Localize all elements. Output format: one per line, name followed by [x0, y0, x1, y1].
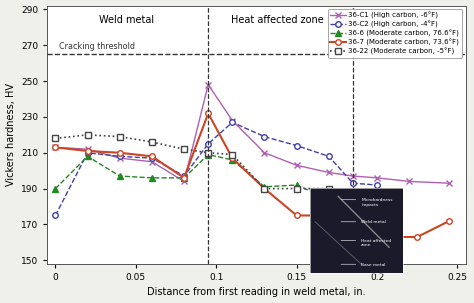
36-C1 (High carbon, -6°F): [229, 119, 235, 122]
Text: Base metal: Base metal: [361, 262, 386, 267]
36-C1 (High carbon, -6°F): [406, 180, 412, 183]
36-6 (Moderate carbon, 76.6°F): [326, 198, 332, 201]
36-C1 (High carbon, -6°F): [374, 176, 380, 180]
36-7 (Moderate carbon, 73.6°F): [229, 156, 235, 160]
36-C2 (High carbon, -4°F): [294, 144, 300, 147]
Y-axis label: Vickers hardness, HV: Vickers hardness, HV: [6, 83, 16, 186]
36-C2 (High carbon, -4°F): [149, 156, 155, 160]
36-7 (Moderate carbon, 73.6°F): [205, 112, 211, 115]
Text: Weld metal: Weld metal: [99, 15, 154, 25]
36-6 (Moderate carbon, 76.6°F): [262, 185, 267, 189]
36-C1 (High carbon, -6°F): [117, 156, 123, 160]
Text: Heat affected
zone: Heat affected zone: [361, 239, 392, 247]
36-C2 (High carbon, -4°F): [85, 151, 91, 155]
36-C1 (High carbon, -6°F): [181, 180, 187, 183]
36-7 (Moderate carbon, 73.6°F): [53, 145, 58, 149]
36-C2 (High carbon, -4°F): [350, 181, 356, 185]
X-axis label: Distance from first reading in weld metal, in.: Distance from first reading in weld meta…: [147, 288, 366, 298]
36-C2 (High carbon, -4°F): [229, 121, 235, 124]
36-C2 (High carbon, -4°F): [262, 135, 267, 138]
36-7 (Moderate carbon, 73.6°F): [326, 214, 332, 217]
36-C1 (High carbon, -6°F): [294, 164, 300, 167]
36-22 (Moderate carbon, -5°F): [294, 187, 300, 190]
36-7 (Moderate carbon, 73.6°F): [262, 187, 267, 190]
36-22 (Moderate carbon, -5°F): [53, 137, 58, 140]
36-22 (Moderate carbon, -5°F): [85, 133, 91, 137]
36-22 (Moderate carbon, -5°F): [181, 147, 187, 151]
Text: Weld metal: Weld metal: [361, 220, 386, 224]
36-6 (Moderate carbon, 76.6°F): [229, 158, 235, 162]
36-C2 (High carbon, -4°F): [374, 183, 380, 187]
Line: 36-6 (Moderate carbon, 76.6°F): 36-6 (Moderate carbon, 76.6°F): [53, 152, 356, 204]
36-C2 (High carbon, -4°F): [117, 155, 123, 158]
Line: 36-7 (Moderate carbon, 73.6°F): 36-7 (Moderate carbon, 73.6°F): [53, 111, 452, 240]
36-22 (Moderate carbon, -5°F): [205, 151, 211, 155]
36-6 (Moderate carbon, 76.6°F): [294, 183, 300, 187]
36-C1 (High carbon, -6°F): [326, 171, 332, 174]
36-C2 (High carbon, -4°F): [326, 155, 332, 158]
Line: 36-C2 (High carbon, -4°F): 36-C2 (High carbon, -4°F): [53, 119, 380, 218]
36-6 (Moderate carbon, 76.6°F): [117, 174, 123, 178]
36-C1 (High carbon, -6°F): [262, 151, 267, 155]
Legend: 36-C1 (High carbon, -6°F), 36-C2 (High carbon, -4°F), 36-6 (Moderate carbon, 76.: 36-C1 (High carbon, -6°F), 36-C2 (High c…: [328, 9, 462, 58]
36-6 (Moderate carbon, 76.6°F): [350, 199, 356, 203]
36-C1 (High carbon, -6°F): [53, 145, 58, 149]
Text: Cracking threshold: Cracking threshold: [59, 42, 135, 51]
36-22 (Moderate carbon, -5°F): [149, 140, 155, 144]
Line: 36-22 (Moderate carbon, -5°F): 36-22 (Moderate carbon, -5°F): [53, 132, 332, 191]
36-C2 (High carbon, -4°F): [181, 174, 187, 178]
Line: 36-C1 (High carbon, -6°F): 36-C1 (High carbon, -6°F): [53, 82, 452, 186]
36-22 (Moderate carbon, -5°F): [326, 187, 332, 190]
36-7 (Moderate carbon, 73.6°F): [294, 214, 300, 217]
36-6 (Moderate carbon, 76.6°F): [149, 176, 155, 180]
36-7 (Moderate carbon, 73.6°F): [117, 151, 123, 155]
36-22 (Moderate carbon, -5°F): [229, 153, 235, 156]
36-7 (Moderate carbon, 73.6°F): [85, 149, 91, 153]
36-6 (Moderate carbon, 76.6°F): [53, 187, 58, 190]
36-C1 (High carbon, -6°F): [85, 147, 91, 151]
36-7 (Moderate carbon, 73.6°F): [350, 214, 356, 217]
36-6 (Moderate carbon, 76.6°F): [181, 176, 187, 180]
Text: Microhardness
impacts: Microhardness impacts: [361, 198, 393, 207]
Text: Base metal: Base metal: [378, 15, 434, 25]
36-22 (Moderate carbon, -5°F): [117, 135, 123, 138]
36-C2 (High carbon, -4°F): [205, 142, 211, 146]
36-C1 (High carbon, -6°F): [350, 174, 356, 178]
36-7 (Moderate carbon, 73.6°F): [414, 235, 420, 239]
36-C1 (High carbon, -6°F): [205, 83, 211, 86]
36-7 (Moderate carbon, 73.6°F): [447, 219, 452, 223]
36-7 (Moderate carbon, 73.6°F): [149, 155, 155, 158]
Text: Heat affected zone: Heat affected zone: [231, 15, 324, 25]
36-C2 (High carbon, -4°F): [53, 214, 58, 217]
36-7 (Moderate carbon, 73.6°F): [382, 235, 388, 239]
36-6 (Moderate carbon, 76.6°F): [85, 155, 91, 158]
36-C1 (High carbon, -6°F): [149, 160, 155, 164]
36-22 (Moderate carbon, -5°F): [262, 187, 267, 190]
36-C1 (High carbon, -6°F): [447, 181, 452, 185]
36-6 (Moderate carbon, 76.6°F): [205, 153, 211, 156]
36-7 (Moderate carbon, 73.6°F): [181, 176, 187, 180]
